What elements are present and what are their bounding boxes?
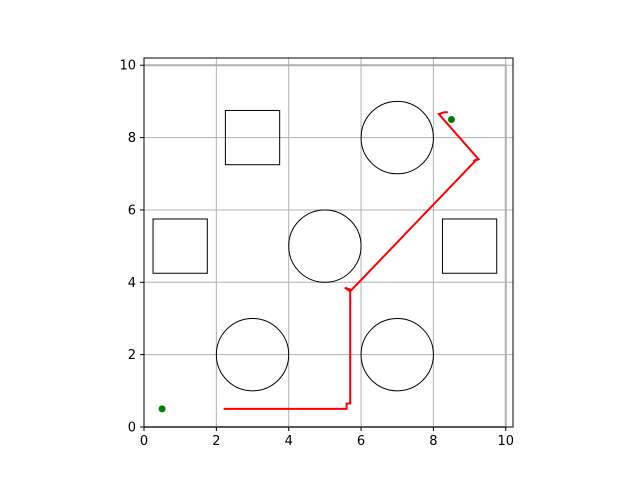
x-tick-label: 0 <box>140 434 148 449</box>
circle-obstacle <box>360 100 434 175</box>
y-tick-label: 0 <box>128 421 136 436</box>
start-point <box>158 405 166 413</box>
goal-point <box>448 116 455 123</box>
obstacles <box>152 100 498 392</box>
y-tick-label: 4 <box>128 276 136 291</box>
y-tick-label: 8 <box>128 131 136 146</box>
axes-frame <box>143 57 514 428</box>
circle-obstacle <box>360 317 434 392</box>
tick-labels: 0 2 4 6 8 10 0 2 4 6 8 10 <box>119 59 514 449</box>
y-tick-label: 6 <box>128 203 136 218</box>
x-tick-label: 6 <box>357 434 365 449</box>
path <box>223 111 481 410</box>
x-tick-label: 4 <box>285 434 293 449</box>
grid-lines <box>143 58 513 428</box>
x-tick-label: 8 <box>429 434 437 449</box>
square-obstacle <box>152 218 208 274</box>
y-tick-label: 10 <box>119 59 136 74</box>
x-tick-label: 10 <box>497 434 514 449</box>
axes <box>140 57 514 431</box>
circle-obstacle <box>288 209 362 283</box>
square-obstacle <box>224 109 281 166</box>
path-line <box>223 111 481 410</box>
square-obstacle <box>441 218 498 274</box>
circle-obstacle <box>215 317 290 392</box>
x-tick-label: 2 <box>212 434 220 449</box>
y-tick-label: 2 <box>128 348 136 363</box>
markers <box>158 116 455 413</box>
